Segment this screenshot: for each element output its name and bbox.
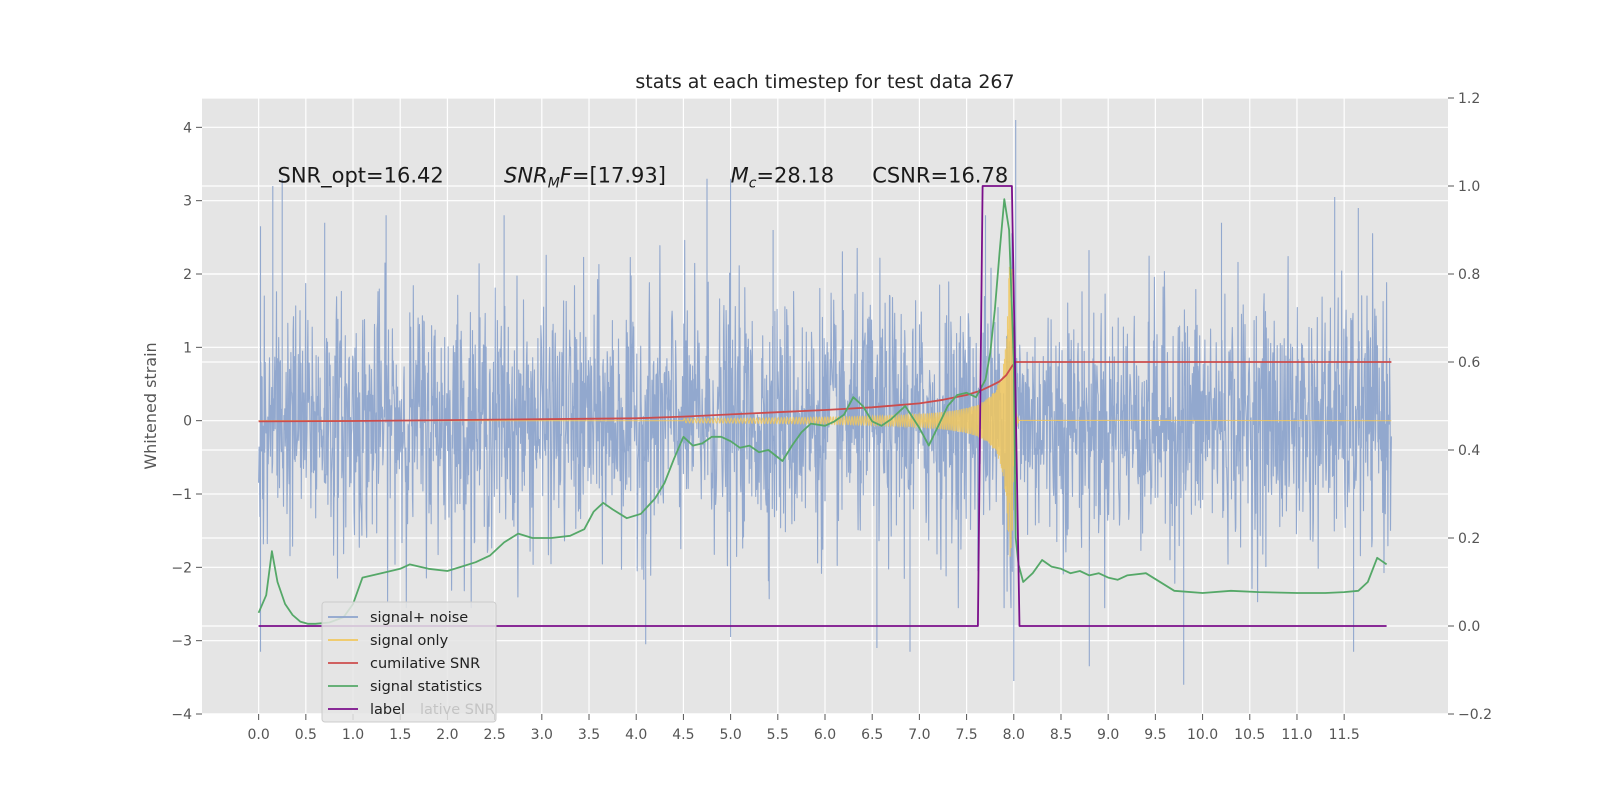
y2-tick-label: 1.2 bbox=[1458, 91, 1480, 107]
x-tick-label: 1.0 bbox=[342, 727, 364, 743]
annotation-part: SNR_opt=16.42 bbox=[278, 163, 444, 188]
annotation: Mc=28.18 bbox=[731, 163, 835, 191]
x-tick-label: 5.5 bbox=[767, 727, 789, 743]
x-tick-label: 7.5 bbox=[955, 727, 977, 743]
axes: 0.0 0.5 1.0 1.5 2.0 2.5 3.0 3.5 4.0 4.5 5.0 5.5 6.0 6… bbox=[171, 91, 1492, 743]
legend: signal+ noise signal only cumilative SNR si… bbox=[321, 601, 497, 723]
x-tick-label: 11.5 bbox=[1329, 727, 1360, 743]
x-tick-label: 9.5 bbox=[1144, 727, 1166, 743]
y-tick-label: 1 bbox=[183, 340, 192, 356]
x-tick-label: 10.5 bbox=[1234, 727, 1265, 743]
annotation: SNR_opt=16.42 bbox=[278, 163, 444, 188]
annotation-part: =28.18 bbox=[756, 163, 834, 187]
x-tick-label: 2.5 bbox=[483, 727, 505, 743]
annotation-part: CSNR=16.78 bbox=[872, 163, 1008, 187]
legend-label: signal only bbox=[370, 633, 449, 649]
legend-label: signal+ noise bbox=[370, 610, 468, 626]
legend-box bbox=[321, 601, 497, 723]
annotation-part: =[17.93] bbox=[572, 163, 666, 187]
x-tick-label: 10.0 bbox=[1187, 727, 1218, 743]
x-tick-label: 8.0 bbox=[1003, 727, 1025, 743]
y2-tick-label: 0.8 bbox=[1458, 267, 1480, 283]
label-line bbox=[258, 185, 1387, 627]
annotation-part: SNR bbox=[504, 163, 548, 187]
legend-label: label bbox=[370, 702, 405, 718]
y-tick-label: −2 bbox=[171, 560, 192, 576]
x-tick-label: 7.0 bbox=[908, 727, 930, 743]
y2-tick-label: 0.6 bbox=[1458, 355, 1480, 371]
signal-only-line bbox=[258, 266, 1392, 557]
y-tick-label: 0 bbox=[183, 414, 192, 430]
x-tick-label: 11.0 bbox=[1281, 727, 1312, 743]
x-tick-label: 6.0 bbox=[814, 727, 836, 743]
annotation-part: M bbox=[731, 163, 749, 187]
legend-label: cumilative SNR bbox=[370, 656, 480, 672]
x-tick-label: 3.0 bbox=[531, 727, 553, 743]
x-tick-label: 2.0 bbox=[436, 727, 458, 743]
y-tick-label: −4 bbox=[171, 707, 192, 723]
signal-noise-series bbox=[258, 120, 1392, 685]
signal-noise-line bbox=[258, 120, 1392, 685]
y-tick-label: 2 bbox=[183, 267, 192, 283]
annotation-part: c bbox=[749, 175, 757, 191]
annotation-part: M bbox=[548, 175, 560, 191]
x-tick-label: 4.0 bbox=[625, 727, 647, 743]
chart-title: stats at each timestep for test data 267 bbox=[635, 71, 1014, 93]
y2-tick-label: 0.2 bbox=[1458, 531, 1480, 547]
y-axis-label: Whitened strain bbox=[141, 342, 160, 469]
annotations: SNR_opt=16.42 SNRMF=[17.93] Mc=28.18 CSNR=1… bbox=[278, 163, 1009, 191]
y-tick-label: −1 bbox=[171, 487, 192, 503]
signal-statistics-line bbox=[257, 198, 1388, 625]
annotation: SNRMF=[17.93] bbox=[504, 163, 666, 191]
x-tick-label: 0.5 bbox=[295, 727, 317, 743]
x-tick-label: 6.5 bbox=[861, 727, 883, 743]
y2-tick-label: 0.4 bbox=[1458, 443, 1480, 459]
y-tick-label: −3 bbox=[171, 634, 192, 650]
annotation: CSNR=16.78 bbox=[872, 163, 1008, 187]
x-tick-label: 0.0 bbox=[248, 727, 270, 743]
y-tick-label: 3 bbox=[183, 194, 192, 210]
x-tick-label: 5.0 bbox=[719, 727, 741, 743]
x-tick-label: 8.5 bbox=[1050, 727, 1072, 743]
annotation-part: F bbox=[560, 163, 573, 187]
x-tick-label: 4.5 bbox=[672, 727, 694, 743]
y2-tick-label: 1.0 bbox=[1458, 179, 1480, 195]
legend-ghost-text: lative SNR bbox=[420, 702, 495, 718]
x-tick-label: 3.5 bbox=[578, 727, 600, 743]
x-tick-label: 1.5 bbox=[389, 727, 411, 743]
y2-tick-label: 0.0 bbox=[1458, 619, 1480, 635]
x-tick-label: 9.0 bbox=[1097, 727, 1119, 743]
line-series bbox=[257, 185, 1392, 627]
legend-label: signal statistics bbox=[370, 679, 482, 695]
y2-tick-label: −0.2 bbox=[1458, 707, 1492, 723]
y-tick-label: 4 bbox=[183, 120, 192, 136]
